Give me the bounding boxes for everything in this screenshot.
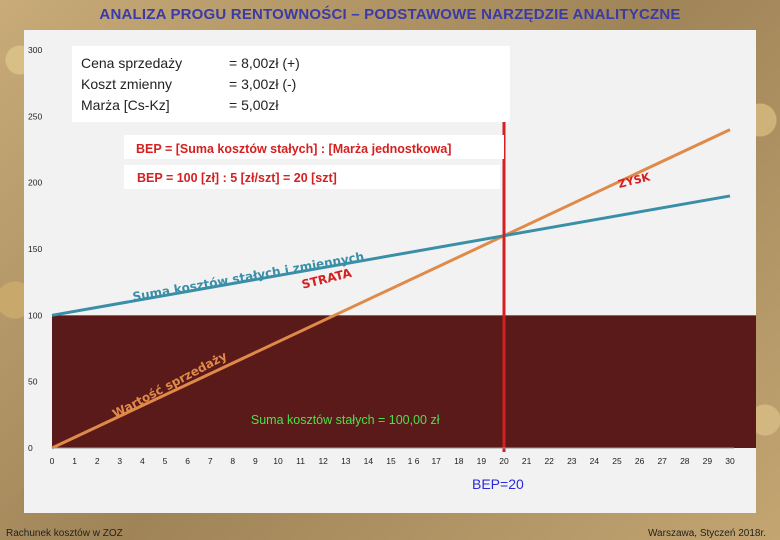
x-tick-label: 28 <box>680 456 690 466</box>
x-tick-label: 2 <box>95 456 100 466</box>
y-tick-label: 50 <box>28 377 38 387</box>
legend-value-variable: = 3,00zł (-) <box>229 76 296 92</box>
legend-value-margin: = 5,00zł <box>229 97 279 113</box>
x-tick-label: 14 <box>364 456 374 466</box>
x-tick-label: 27 <box>657 456 667 466</box>
x-tick-label: 9 <box>253 456 258 466</box>
y-tick-label: 200 <box>28 178 42 188</box>
x-tick-label: 19 <box>477 456 487 466</box>
y-tick-label: 100 <box>28 310 42 320</box>
x-tick-label: 6 <box>185 456 190 466</box>
x-tick-label: 18 <box>454 456 464 466</box>
x-tick-label: 1 <box>72 456 77 466</box>
x-tick-label: 20 <box>499 456 509 466</box>
x-tick-label: 25 <box>612 456 622 466</box>
y-axis: 0 50 100 150 200 250 300 <box>28 45 42 453</box>
x-tick-label: 22 <box>544 456 554 466</box>
revenue-line <box>51 128 731 450</box>
formula-line-2: BEP = 100 [zł] : 5 [zł/szt] = 20 [szt] <box>137 171 337 185</box>
x-tick-label: 23 <box>567 456 577 466</box>
x-tick-label: 11 <box>296 456 305 466</box>
formula-box-1 <box>124 135 504 159</box>
bep-label: BEP=20 <box>472 476 524 492</box>
legend-box <box>72 46 510 122</box>
x-axis: 0 1 2 3 4 5 6 7 8 9 10 11 12 13 14 15 1 6 17 18 19 20 21 22 23 2… <box>50 456 735 466</box>
y-tick-label: 0 <box>28 443 33 453</box>
x-tick-label: 30 <box>725 456 735 466</box>
x-tick-label: 24 <box>590 456 600 466</box>
x-tick-label: 4 <box>140 456 145 466</box>
y-tick-label: 150 <box>28 244 42 254</box>
x-tick-label: 1 6 <box>408 456 420 466</box>
x-tick-label: 8 <box>230 456 235 466</box>
x-tick-label: 29 <box>703 456 713 466</box>
x-tick-label: 5 <box>163 456 168 466</box>
fixed-costs-label: Suma kosztów stałych = 100,00 zł <box>251 413 440 427</box>
footer-left: Rachunek kosztów w ZOZ <box>6 528 123 539</box>
y-tick-label: 250 <box>28 111 42 121</box>
formula-line-1: BEP = [Suma kosztów stałych] : [Marża je… <box>136 142 451 156</box>
total-costs-line <box>51 194 731 317</box>
x-tick-label: 0 <box>50 456 55 466</box>
x-tick-label: 7 <box>208 456 213 466</box>
x-tick-label: 15 <box>386 456 396 466</box>
y-tick-label: 300 <box>28 45 42 55</box>
x-tick-label: 12 <box>318 456 328 466</box>
x-tick-label: 10 <box>273 456 283 466</box>
footer-right: Warszawa, Styczeń 2018r. <box>647 528 766 539</box>
page-title: ANALIZA PROGU RENTOWNOŚCI – PODSTAWOWE N… <box>99 6 681 23</box>
legend-label-price: Cena sprzedaży <box>81 55 182 71</box>
x-tick-label: 13 <box>341 456 351 466</box>
fixed-costs-area <box>52 315 756 448</box>
legend-label-variable: Koszt zmienny <box>81 76 172 92</box>
x-tick-label: 3 <box>117 456 122 466</box>
legend-value-price: = 8,00zł (+) <box>229 55 300 71</box>
legend-label-margin: Marża [Cs-Kz] <box>81 97 170 113</box>
x-tick-label: 26 <box>635 456 645 466</box>
x-tick-label: 17 <box>431 456 441 466</box>
formula-box-2 <box>124 165 500 189</box>
x-tick-label: 21 <box>522 456 532 466</box>
